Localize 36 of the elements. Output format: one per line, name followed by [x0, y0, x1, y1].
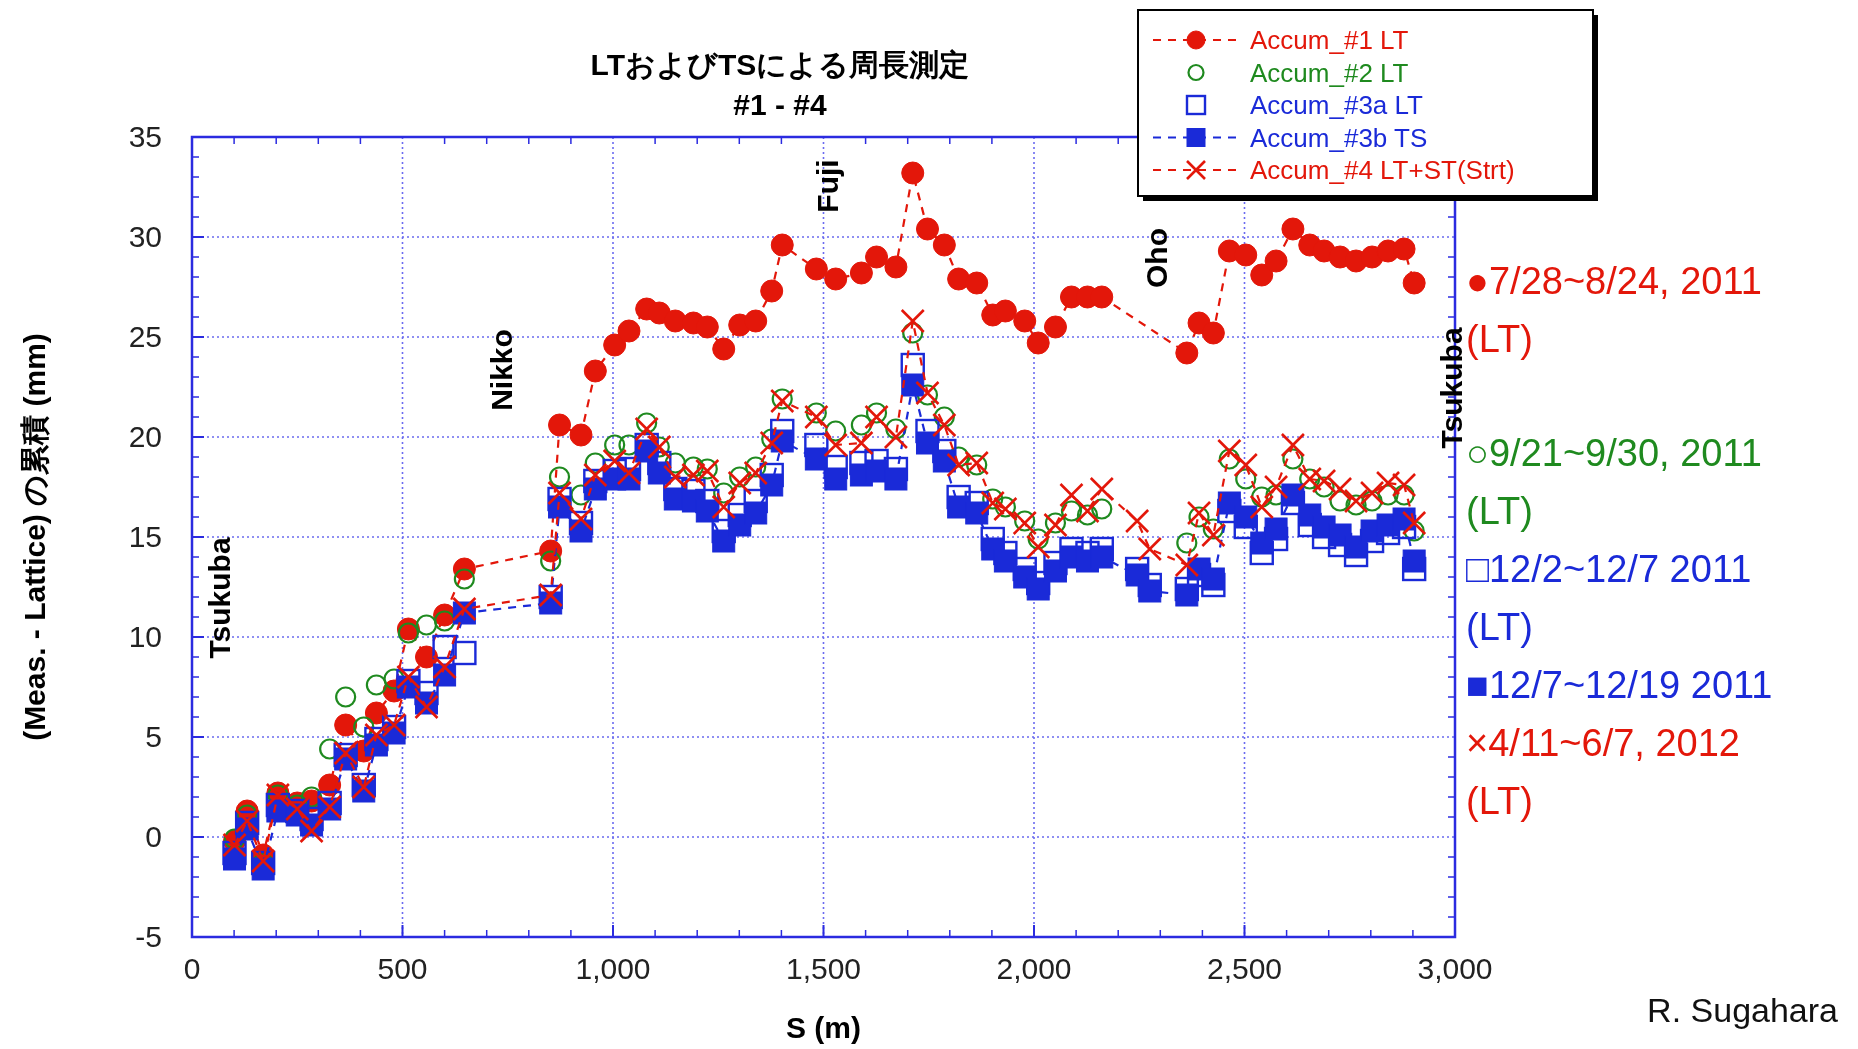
annotation: Tsukuba [203, 537, 236, 659]
annotation: Tsukuba [1435, 327, 1468, 449]
text: ×4/11~6/7, 2012 (LT) [1466, 722, 1740, 822]
x-tick-label: 1,500 [785, 952, 862, 985]
legend-label: Accum_#4 LT+ST(Strt) [1250, 155, 1515, 185]
text: ■12/7~12/19 2011 [1466, 664, 1773, 706]
y-tick-label: 5 [145, 720, 162, 753]
x-tick-label: 500 [377, 952, 428, 985]
y-tick-label: -5 [135, 920, 162, 953]
legend-label: Accum_#1 LT [1250, 25, 1409, 55]
y-tick-label: 20 [128, 420, 162, 453]
x-tick-label: 2,000 [996, 952, 1072, 985]
y-tick-label: 10 [128, 620, 162, 653]
x-tick-label: 3,000 [1417, 952, 1493, 985]
y-axis-title: (Meas. - Lattice) の累積 (mm) [18, 333, 51, 741]
y-tick-label: 0 [145, 820, 162, 853]
x-tick-label: 2,500 [1206, 952, 1283, 985]
chart-title: LTおよびTSによる周長測定 [590, 48, 970, 81]
text: R. Sugahara [1647, 991, 1839, 1029]
annotation: Nikko [485, 329, 518, 411]
text: ●7/28~8/24, 2011 (LT) [1466, 260, 1762, 360]
legend-label: Accum_#2 LT [1250, 57, 1409, 88]
text: □12/2~12/7 2011 (LT) [1466, 548, 1752, 648]
annotation: Oho [1140, 228, 1173, 288]
y-tick-label: 15 [128, 520, 162, 553]
x-tick-label: 0 [183, 952, 201, 985]
chart-subtitle: #1 - #4 [733, 88, 828, 121]
y-tick-label: 30 [128, 220, 162, 253]
legend-label: Accum_#3b TS [1250, 122, 1428, 153]
x-axis-title: S (m) [786, 1011, 861, 1044]
text: ○9/21~9/30, 2011 (LT) [1466, 432, 1762, 532]
annotation: Fuji [811, 159, 844, 213]
legend-label: Accum_#3a LT [1250, 90, 1424, 120]
y-tick-label: 25 [128, 320, 162, 353]
x-tick-label: 1,000 [575, 952, 651, 985]
y-tick-label: 35 [128, 120, 162, 153]
